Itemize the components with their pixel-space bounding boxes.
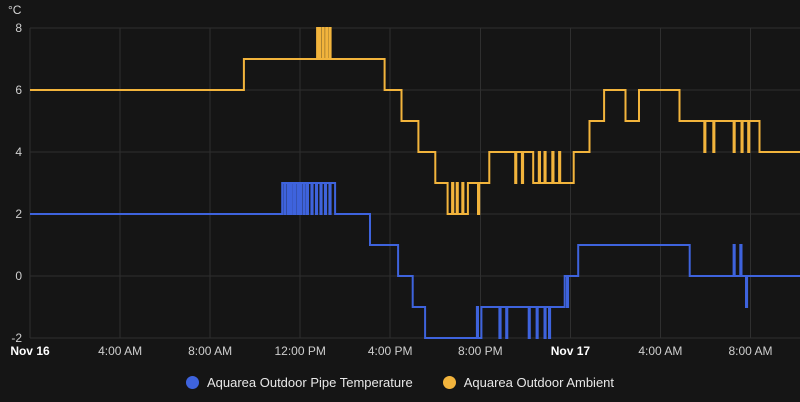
svg-text:Nov 16: Nov 16 (10, 344, 50, 358)
svg-text:-2: -2 (11, 331, 22, 345)
svg-text:4:00 AM: 4:00 AM (98, 344, 142, 358)
svg-text:4:00 PM: 4:00 PM (368, 344, 413, 358)
svg-text:°C: °C (8, 3, 22, 17)
legend-item-pipe-temperature[interactable]: Aquarea Outdoor Pipe Temperature (185, 374, 413, 390)
svg-text:8: 8 (15, 21, 22, 35)
svg-text:0: 0 (15, 269, 22, 283)
svg-text:2: 2 (15, 207, 22, 221)
legend-label-ambient: Aquarea Outdoor Ambient (463, 374, 615, 390)
svg-text:4:00 AM: 4:00 AM (638, 344, 682, 358)
legend-dot-pipe-icon (185, 375, 199, 389)
svg-text:8:00 AM: 8:00 AM (188, 344, 232, 358)
temperature-history-chart[interactable]: 8 6 4 2 0 -2 °C Nov 16 4:00 AM 8:00 AM 12:00 PM 4:0… (0, 0, 800, 362)
svg-text:Nov 17: Nov 17 (551, 344, 591, 358)
legend-dot-ambient-icon (442, 375, 456, 389)
svg-text:6: 6 (15, 83, 22, 97)
legend-item-ambient[interactable]: Aquarea Outdoor Ambient (442, 374, 615, 390)
svg-text:4: 4 (15, 145, 22, 159)
legend-label-pipe: Aquarea Outdoor Pipe Temperature (206, 374, 413, 390)
svg-text:8:00 AM: 8:00 AM (728, 344, 772, 358)
chart-legend: Aquarea Outdoor Pipe Temperature Aquarea… (0, 363, 800, 401)
svg-text:12:00 PM: 12:00 PM (275, 344, 326, 358)
svg-text:8:00 PM: 8:00 PM (458, 344, 503, 358)
